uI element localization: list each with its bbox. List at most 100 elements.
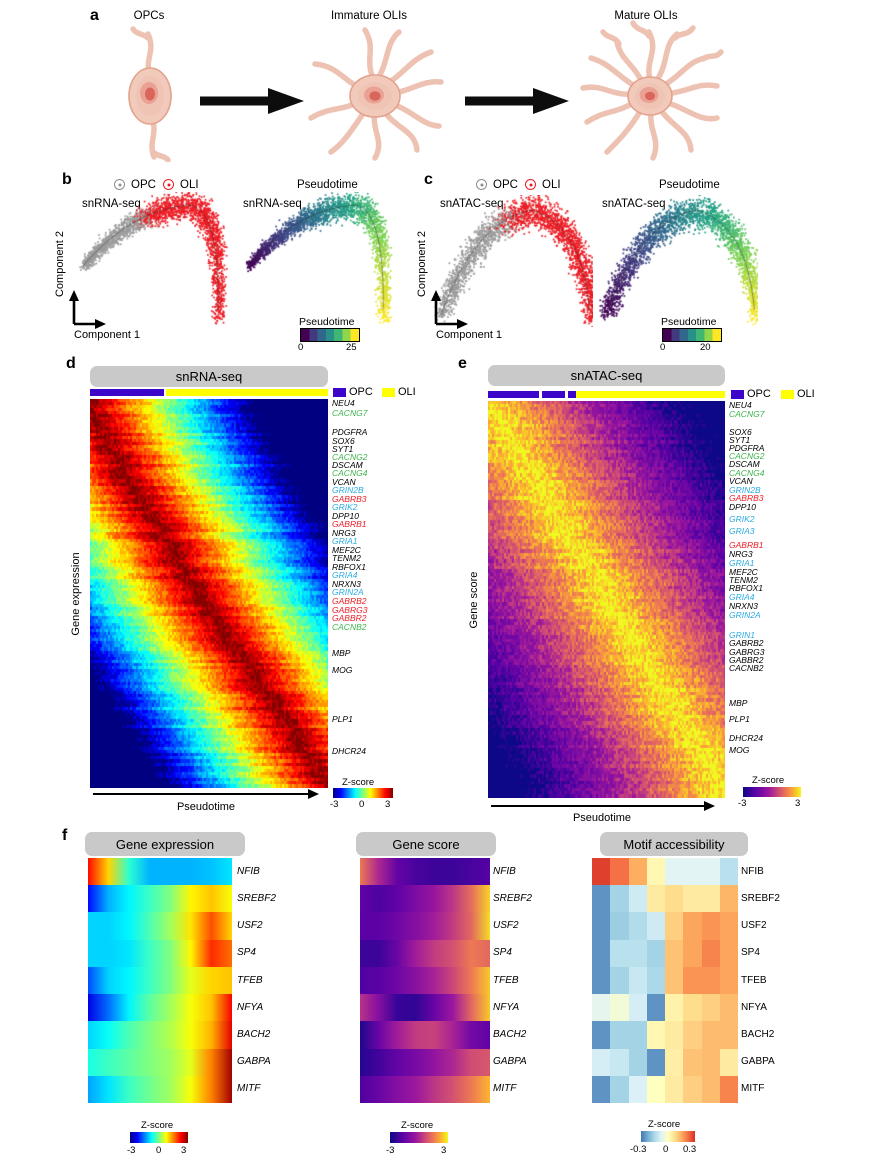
gene-label-neu4: NEU4 bbox=[332, 398, 355, 408]
heatmap-cell bbox=[683, 912, 702, 940]
mature-oli-cell-illustration bbox=[580, 20, 724, 161]
stage-label-mature-olis: Mature OLIs bbox=[614, 10, 678, 22]
oli-marker-icon bbox=[163, 179, 174, 190]
panel-b-celltype-scatter bbox=[75, 192, 230, 327]
panel-c-colorbar-max: 20 bbox=[700, 342, 711, 353]
gene-label-dscam: DSCAM bbox=[332, 460, 363, 470]
arrow-right-icon bbox=[200, 88, 304, 114]
panel-b-colorbar-min: 0 bbox=[298, 342, 304, 353]
heatmap-cell bbox=[701, 1021, 720, 1049]
heatmap-cell bbox=[701, 912, 720, 940]
heatmap-cell bbox=[683, 994, 702, 1022]
panel-d-expression-heatmap bbox=[90, 399, 328, 788]
heatmap-cell bbox=[628, 912, 647, 940]
panel-c-legend-opc: OPC bbox=[493, 179, 518, 191]
immature-oli-cell-illustration bbox=[308, 27, 444, 161]
panel-e-pseudotime-arrow-icon bbox=[491, 801, 715, 811]
gene-label-gabbr2: GABBR2 bbox=[332, 613, 367, 623]
heatmap-row-srebf2 bbox=[88, 885, 232, 913]
arrow-right-icon bbox=[465, 88, 569, 114]
heatmap-row-bach2 bbox=[88, 1021, 232, 1049]
heatmap-cell bbox=[701, 1075, 720, 1103]
gene-label-grin1: GRIN1 bbox=[729, 630, 755, 640]
gene-label-gria1: GRIA1 bbox=[729, 558, 755, 568]
heatmap-row-srebf2 bbox=[592, 885, 738, 913]
heatmap-cell bbox=[665, 1075, 684, 1103]
opc-cell-illustration bbox=[128, 26, 172, 162]
heatmap-cell bbox=[646, 994, 665, 1022]
heatmap-row-sp4 bbox=[88, 939, 232, 967]
gene-label-grin2a: GRIN2A bbox=[332, 587, 364, 597]
heatmap-row-gabpa bbox=[360, 1048, 490, 1076]
heatmap-cell bbox=[592, 1075, 611, 1103]
stage-label-immature-olis: Immature OLIs bbox=[330, 10, 408, 22]
tf-label-sp4: SP4 bbox=[741, 947, 760, 959]
opc-annotation-segment bbox=[568, 391, 577, 398]
gene-label-gria4: GRIA4 bbox=[729, 592, 755, 602]
oli-color-swatch bbox=[781, 390, 794, 399]
gene-label-grin2b: GRIN2B bbox=[332, 485, 364, 495]
gene-label-dpp10: DPP10 bbox=[332, 511, 359, 521]
heatmap-cell bbox=[683, 885, 702, 913]
gene-label-dscam: DSCAM bbox=[729, 459, 760, 469]
gene-label-gabrb1: GABRB1 bbox=[729, 540, 764, 550]
heatmap-row-usf2 bbox=[592, 912, 738, 940]
panel-b-colorbar-max: 25 bbox=[346, 342, 357, 353]
gene-label-sox6: SOX6 bbox=[729, 427, 752, 437]
gene-label-nrxn3: NRXN3 bbox=[332, 579, 361, 589]
oli-color-swatch bbox=[382, 388, 395, 397]
heatmap-cell bbox=[719, 939, 738, 967]
heatmap-row-mitf bbox=[592, 1075, 738, 1103]
panel-c-pseudotime-colorbar bbox=[662, 328, 722, 342]
heatmap-cell bbox=[646, 1048, 665, 1076]
gene-label-cacng7: CACNG7 bbox=[332, 408, 368, 418]
tf-label-bach2: BACH2 bbox=[493, 1028, 527, 1040]
heatmap-cell bbox=[701, 939, 720, 967]
stage-label-opcs: OPCs bbox=[133, 10, 165, 22]
gene-label-tenm2: TENM2 bbox=[332, 553, 361, 563]
tf-label-mitf: MITF bbox=[237, 1083, 261, 1095]
tf-label-mitf: MITF bbox=[741, 1083, 765, 1095]
panel-a-label: a bbox=[90, 7, 99, 24]
panel-e-legend-opc: OPC bbox=[747, 388, 771, 400]
heatmap-row-sp4 bbox=[592, 939, 738, 967]
gene-label-gabrb3: GABRB3 bbox=[332, 494, 367, 504]
panel-d-colorbar-title: Z-score bbox=[342, 777, 375, 788]
heatmap-row-nfib bbox=[360, 858, 490, 886]
panel-e-cb-tick: -3 bbox=[738, 798, 747, 809]
tf-label-usf2: USF2 bbox=[741, 920, 767, 932]
heatmap-cell bbox=[701, 858, 720, 886]
heatmap-cell bbox=[628, 1075, 647, 1103]
opc-marker-icon bbox=[114, 179, 125, 190]
tf-label-bach2: BACH2 bbox=[237, 1028, 271, 1040]
heatmap-cell bbox=[719, 1048, 738, 1076]
tf-label-srebf2: SREBF2 bbox=[493, 892, 532, 904]
panel-c-y-axis-label: Component 2 bbox=[416, 230, 428, 298]
gene-label-gabrb1: GABRB1 bbox=[332, 519, 367, 529]
heatmap-cell bbox=[592, 994, 611, 1022]
heatmap-cell bbox=[610, 994, 629, 1022]
opc-annotation-segment bbox=[488, 391, 539, 398]
heatmap-cell bbox=[592, 1021, 611, 1049]
heatmap-cell bbox=[683, 1048, 702, 1076]
heatmap-cell bbox=[683, 1021, 702, 1049]
heatmap-row-gabpa bbox=[88, 1048, 232, 1076]
heatmap-row-nfya bbox=[88, 994, 232, 1022]
panel-d-label: d bbox=[66, 355, 76, 372]
gene-label-gabrb2: GABRB2 bbox=[729, 638, 764, 648]
panel-d-cb-tick: -3 bbox=[330, 799, 339, 810]
heatmap-cell bbox=[610, 939, 629, 967]
gene-label-grin2a: GRIN2A bbox=[729, 610, 761, 620]
heatmap-cell bbox=[719, 885, 738, 913]
panel-d-pseudotime-arrow-icon bbox=[93, 789, 319, 799]
gene-label-nrg3: NRG3 bbox=[729, 549, 753, 559]
gene-label-gabrg3: GABRG3 bbox=[332, 605, 368, 615]
gene-label-mog: MOG bbox=[332, 665, 353, 675]
gene-label-mog: MOG bbox=[729, 745, 750, 755]
heatmap-cell bbox=[628, 1021, 647, 1049]
gene-label-vcan: VCAN bbox=[332, 477, 356, 487]
gene-label-dpp10: DPP10 bbox=[729, 502, 756, 512]
gene-label-rbfox1: RBFOX1 bbox=[332, 562, 367, 572]
gene-label-cacng2: CACNG2 bbox=[332, 452, 368, 462]
